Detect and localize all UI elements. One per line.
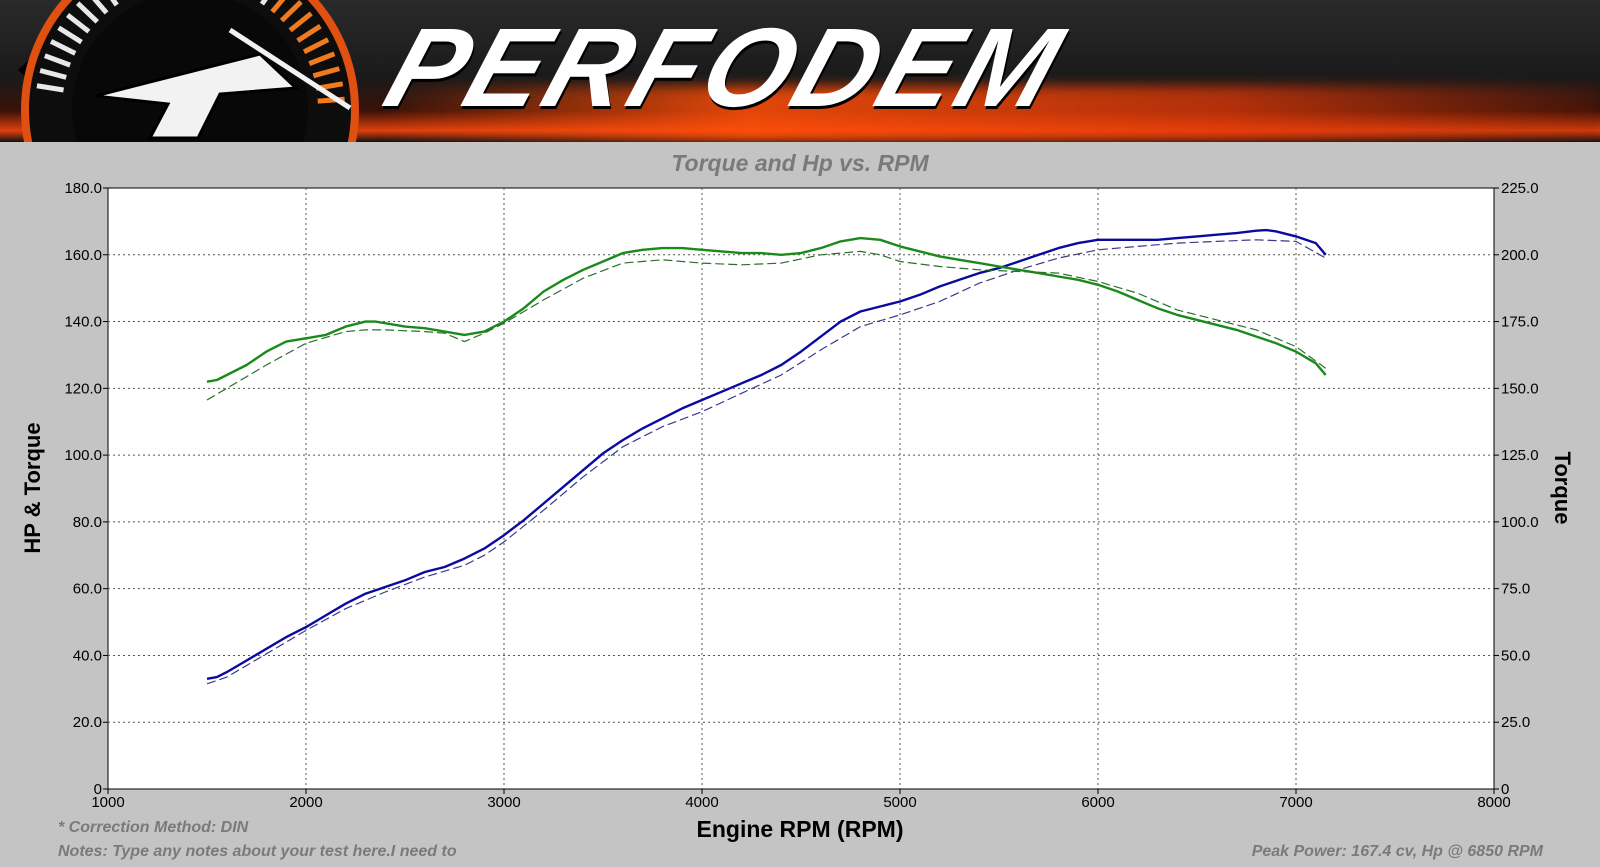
grid-lines [108,188,1494,789]
x-tick-label: 3000 [487,794,520,811]
gauge-tick [75,1,99,24]
series-line-1 [206,228,1327,680]
gauge-tick [49,39,77,56]
x-axis-label: Engine RPM (RPM) [696,816,904,842]
gauge-needle [228,27,352,111]
peak-power-note: Peak Power: 167.4 cv, Hp @ 6850 RPM [1251,843,1543,860]
series-line-4 [206,250,1327,401]
x-tick-label: 6000 [1081,794,1114,811]
wrench-shape [94,52,300,140]
y-tick-label: 120.0 [64,380,102,397]
series-layer [206,228,1327,685]
brand-banner: PERFODEM [0,0,1600,142]
y-tick-label: 40.0 [73,647,102,664]
gauge-tick [270,0,286,14]
x-tick-label: 5000 [883,794,916,811]
correction-method-note: * Correction Method: DIN [58,819,249,836]
gauge-tick [43,53,71,68]
gauge-tick [36,83,64,93]
y2-tick-label: 75.0 [1501,581,1530,598]
gauge-tick [92,0,109,15]
y-tick-label: 140.0 [64,314,102,331]
x-tick-label: 7000 [1279,794,1312,811]
y2-tick-label: 25.0 [1501,714,1530,731]
gauge-tick [57,25,83,45]
y-axis-label: HP & Torque [20,422,45,553]
gauge-tick [279,0,303,23]
y2-axis-ticks: 0 25.0 50.0 75.0 100.0 125.0 150.0 175.0 200.0 22… [1494,180,1539,798]
y2-tick-label: 125.0 [1501,447,1539,464]
x-tick-label: 4000 [685,794,718,811]
chart-title: Torque and Hp vs. RPM [671,150,929,176]
y-axis-ticks: 0 20.0 40.0 60.0 80.0 100.0 120.0 140.0 160.0 180… [64,180,108,798]
y-tick-label: 20.0 [73,714,102,731]
gauge-tick [312,66,341,79]
x-axis-ticks: 1000 2000 3000 4000 5000 6000 7000 8000 [91,789,1511,811]
y-tick-label: 80.0 [73,514,102,531]
y2-axis-label: Torque [1550,452,1575,525]
y2-tick-label: 0 [1501,781,1509,798]
y-tick-label: 0 [94,781,102,798]
banner-flare [380,86,1600,142]
x-tick-label: 1000 [91,794,124,811]
y2-tick-label: 175.0 [1501,314,1539,331]
y-tick-label: 160.0 [64,247,102,264]
series-line-3 [206,236,1327,383]
y2-tick-label: 225.0 [1501,180,1539,197]
gauge-logo-icon [18,0,359,142]
y2-tick-label: 100.0 [1501,514,1539,531]
y2-tick-label: 200.0 [1501,247,1539,264]
test-notes: Notes: Type any notes about your test he… [58,843,457,860]
gauge-tick [259,0,268,6]
gauge-tick [308,51,336,66]
gauge-tick [110,0,119,7]
gauge-tick [288,11,313,33]
gauge-tick [296,24,322,43]
y2-tick-label: 150.0 [1501,380,1539,397]
y2-tick-label: 50.0 [1501,647,1530,664]
plot-area [107,187,1495,790]
y-tick-label: 60.0 [73,581,102,598]
gauge-tick [39,68,67,80]
series-line-2 [206,239,1326,685]
x-tick-label: 8000 [1477,794,1510,811]
gauge-tick [65,13,91,34]
x-tick-label: 2000 [289,794,322,811]
gauge-tick [302,37,330,55]
y-tick-label: 100.0 [64,447,102,464]
y-tick-label: 180.0 [64,180,102,197]
